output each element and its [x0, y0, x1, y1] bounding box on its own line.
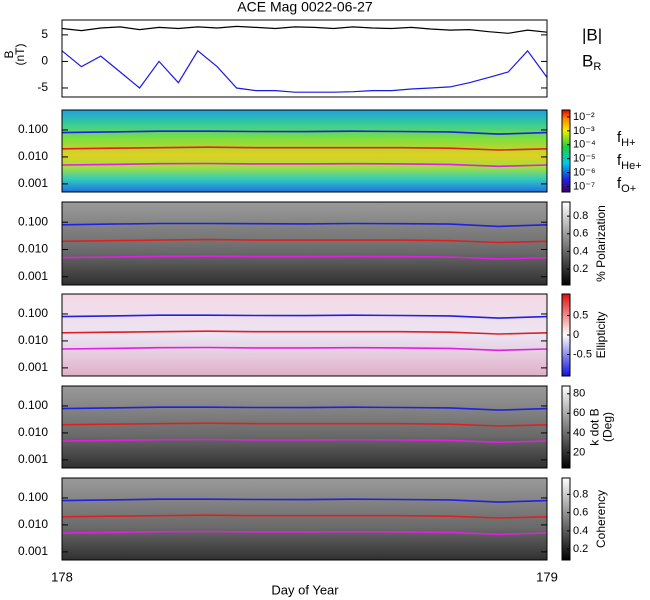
y-tick-label: 0.001 — [18, 176, 48, 190]
y-tick-label: -5 — [37, 80, 48, 94]
panel-frame — [61, 477, 548, 561]
series-line — [61, 406, 548, 411]
colorbar-tick-label: 10⁻⁷ — [573, 180, 595, 192]
colorbar — [561, 385, 571, 469]
series-line — [61, 130, 548, 135]
series-line — [61, 162, 548, 168]
y-tick-label: 0.010 — [18, 425, 48, 439]
colorbar-tick-label: 0.6 — [573, 228, 588, 240]
colorbar — [561, 201, 571, 286]
colorbar-tick-label: 10⁻⁵ — [573, 153, 596, 165]
y-tick-label: 0.001 — [18, 452, 48, 466]
colorbar-label: k dot B — [588, 408, 602, 445]
panel: 10⁻² 10⁻³ 10⁻⁴ 10⁻⁵10⁻⁶ 10⁻⁷ 0.100 0.010 0.001 f… — [18, 109, 642, 195]
y-tick-label: 5 — [41, 27, 48, 41]
spectrogram-background — [62, 478, 547, 560]
series-line — [61, 238, 548, 244]
series-line — [61, 530, 548, 536]
spectrogram-background — [62, 110, 547, 192]
y-axis-label: (nT) — [13, 44, 27, 66]
y-tick-label: 0 — [41, 54, 48, 68]
y-tick-label: 0.010 — [18, 149, 48, 163]
y-tick-label: 0.001 — [18, 544, 48, 558]
colorbar — [561, 477, 571, 561]
colorbar-tick-label: 0.4 — [573, 525, 588, 537]
colorbar-tick-label: 0.8 — [573, 488, 588, 500]
colorbar-tick-label: 0 — [573, 329, 579, 341]
panel-frame — [61, 293, 548, 377]
y-tick-label: 0.100 — [18, 398, 48, 412]
y-tick-label: 0.010 — [18, 333, 48, 347]
colorbar-tick-label: -0.5 — [573, 348, 592, 360]
panel: 5 0 -5 B(nT) |B| BR — [2, 19, 602, 98]
y-tick-label: 0.100 — [18, 214, 48, 228]
y-axis-label: B — [2, 50, 16, 58]
colorbar-tick-label: 0.6 — [573, 507, 588, 519]
panel-frame — [61, 19, 548, 98]
spectrogram-background — [62, 294, 547, 376]
y-tick-label: 0.010 — [18, 242, 48, 256]
colorbar-tick-label: 0.5 — [573, 309, 588, 321]
colorbar-tick-label: 10⁻³ — [573, 125, 595, 137]
colorbar-tick-label: 0.8 — [573, 210, 588, 222]
colorbar-tick-label: 10⁻⁴ — [573, 139, 596, 151]
series-line — [61, 255, 548, 260]
colorbar-tick-label: 0.2 — [573, 263, 588, 275]
y-tick-label: 0.001 — [18, 360, 48, 374]
legend-entry: fHe+ — [617, 152, 642, 172]
legend-entry: fO+ — [617, 175, 636, 195]
series-line — [61, 498, 548, 503]
colorbar-label: Coherency — [594, 490, 608, 548]
series-line — [61, 514, 548, 519]
series-line — [61, 222, 548, 228]
legend-entry: fH+ — [617, 129, 636, 149]
series-line — [61, 330, 548, 335]
legend-entry: BR — [582, 51, 601, 72]
series-line — [61, 314, 548, 319]
panel-frame — [61, 201, 548, 286]
panel-frame — [61, 385, 548, 469]
y-tick-label: 0.100 — [18, 122, 48, 136]
y-tick-label: 0.100 — [18, 306, 48, 320]
series-line — [61, 146, 548, 151]
colorbar-tick-label: 0.4 — [573, 245, 588, 257]
panel: 0.8 0.6 0.4 0.2 % Polarization 0.100 0.010 0.00… — [18, 201, 608, 286]
colorbar-tick-label: 20 — [573, 446, 585, 458]
spectrogram-background — [62, 386, 547, 468]
x-tick-label: 179 — [536, 569, 558, 584]
spectrogram-background — [62, 202, 547, 285]
chart-title: ACE Mag 0022-06-27 — [237, 0, 373, 15]
colorbar-label: (Deg) — [601, 412, 615, 442]
panel: 80 60 40 20k dot B (Deg) 0.100 0.010 0.001 — [18, 385, 615, 469]
y-tick-label: 0.001 — [18, 269, 48, 283]
colorbar-tick-label: 0.2 — [573, 543, 588, 555]
colorbar-tick-label: 40 — [573, 427, 585, 439]
y-tick-label: 0.100 — [18, 490, 48, 504]
colorbar-tick-label: 60 — [573, 407, 585, 419]
series-line — [61, 438, 548, 444]
colorbar-tick-label: 80 — [573, 388, 585, 400]
x-axis-label: Day of Year — [271, 582, 339, 597]
series-line — [61, 422, 548, 427]
panel: 0.5 0 -0.5 Ellipticity 0.100 0.010 0.001 — [18, 293, 608, 377]
series-line — [61, 49, 548, 93]
colorbar-tick-label: 10⁻² — [573, 111, 595, 123]
colorbar-label: % Polarization — [594, 205, 608, 282]
colorbar — [561, 109, 571, 193]
colorbar-tick-label: 10⁻⁶ — [573, 166, 596, 178]
y-tick-label: 0.010 — [18, 517, 48, 531]
x-tick-label: 178 — [51, 569, 73, 584]
panel-frame — [61, 109, 548, 193]
colorbar-label: Ellipticity — [594, 312, 608, 359]
series-line — [61, 346, 548, 352]
legend-entry: |B| — [582, 25, 602, 44]
series-line — [61, 25, 548, 34]
